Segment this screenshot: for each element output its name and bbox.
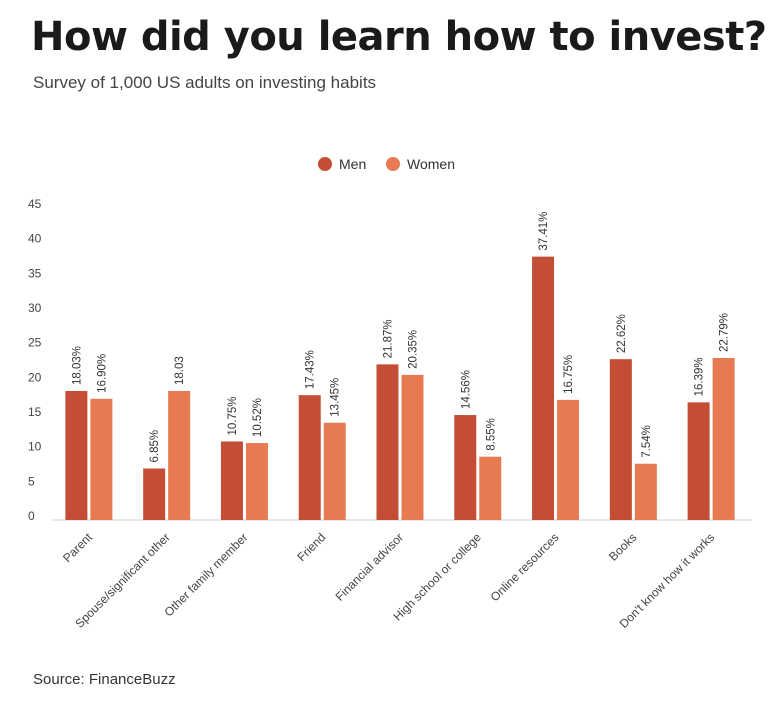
bar-men	[454, 415, 477, 520]
y-tick-label: 30	[28, 301, 42, 315]
legend-marker	[318, 157, 332, 171]
bar-women	[479, 456, 502, 520]
legend-marker	[386, 157, 400, 171]
x-tick-label: Online resources	[488, 530, 562, 604]
bar-women	[634, 463, 657, 520]
data-label: 21.87%	[383, 319, 395, 358]
bar-men	[220, 441, 243, 520]
bar-men	[298, 395, 321, 520]
y-tick-label: 35	[28, 266, 42, 280]
legend-item: Women	[386, 156, 455, 172]
data-label: 6.85%	[149, 430, 161, 463]
x-tick-label: Friend	[294, 530, 328, 564]
y-tick-label: 10	[28, 440, 42, 454]
data-label: 37.41%	[538, 212, 550, 251]
legend-label: Men	[339, 156, 366, 172]
y-tick-label: 5	[28, 474, 35, 488]
y-tick-label: 0	[28, 509, 35, 523]
legend-label: Women	[407, 156, 455, 172]
y-tick-label: 15	[28, 405, 42, 419]
data-label: 16.39%	[694, 357, 706, 396]
source-note: Source: FinanceBuzz	[33, 671, 176, 688]
data-label: 16.90%	[96, 354, 108, 393]
y-tick-label: 25	[28, 336, 42, 350]
data-label: 8.55%	[485, 418, 497, 451]
data-label: 14.56%	[460, 370, 472, 409]
data-label: 18.03	[174, 356, 186, 385]
bar-men	[65, 390, 88, 520]
bar-men	[609, 359, 632, 520]
bar-men	[143, 468, 166, 520]
chart-subtitle: Survey of 1,000 US adults on investing h…	[33, 73, 377, 92]
y-tick-label: 20	[28, 370, 42, 384]
bar-women	[168, 390, 191, 520]
bar-women	[245, 443, 268, 520]
x-tick-label: High school or college	[391, 530, 485, 624]
data-label: 7.54%	[641, 425, 653, 458]
x-tick-label: Other family member	[161, 530, 250, 619]
data-label: 18.03%	[71, 346, 83, 385]
y-tick-label: 40	[28, 232, 42, 246]
data-label: 10.75%	[227, 396, 239, 435]
data-label: 16.75%	[563, 355, 575, 394]
bar-men	[532, 256, 555, 520]
x-tick-label: Financial advisor	[333, 530, 407, 604]
bar-men	[687, 402, 710, 520]
bar-women	[90, 398, 113, 520]
data-label: 13.45%	[330, 378, 342, 417]
bar-women	[557, 399, 580, 520]
chart-title: How did you learn how to invest?	[31, 14, 767, 60]
data-label: 17.43%	[305, 350, 317, 389]
bar-women	[401, 374, 424, 520]
data-label: 22.62%	[616, 314, 628, 353]
y-tick-label: 45	[28, 197, 42, 211]
legend-item: Men	[318, 156, 366, 172]
bar-women	[323, 422, 346, 520]
x-tick-label: Books	[606, 530, 639, 563]
data-label: 10.52%	[252, 398, 264, 437]
bar-men	[376, 364, 399, 520]
data-label: 20.35%	[408, 330, 420, 369]
x-tick-label: Parent	[60, 530, 95, 565]
bar-women	[712, 357, 735, 520]
data-label: 22.79%	[719, 313, 731, 352]
